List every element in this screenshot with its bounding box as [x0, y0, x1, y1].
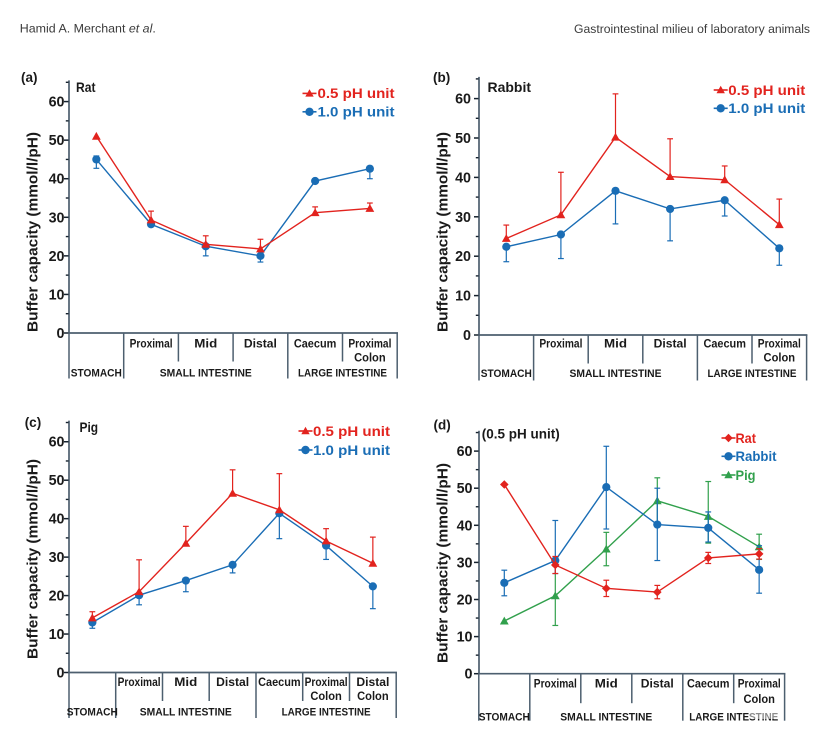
svg-text:50: 50 [457, 481, 473, 497]
svg-text:Proximal: Proximal [118, 675, 161, 689]
svg-text:0: 0 [57, 666, 65, 682]
svg-text:Mid: Mid [174, 675, 197, 689]
svg-text:Mid: Mid [595, 679, 618, 691]
svg-text:SMALL INTESTINE: SMALL INTESTINE [160, 367, 252, 379]
svg-text:1.0 pH unit: 1.0 pH unit [318, 105, 395, 120]
svg-text:Rat: Rat [76, 80, 96, 95]
svg-text:40: 40 [49, 512, 65, 528]
svg-text:Rat: Rat [736, 431, 757, 446]
svg-text:Caecum: Caecum [294, 339, 337, 351]
svg-text:Distal: Distal [356, 675, 389, 689]
svg-text:0: 0 [465, 667, 473, 683]
svg-text:30: 30 [457, 555, 473, 571]
svg-text:Distal: Distal [216, 675, 249, 689]
svg-text:Colon: Colon [310, 689, 342, 703]
svg-text:LARGE INTESTINE: LARGE INTESTINE [298, 367, 387, 379]
svg-text:50: 50 [455, 131, 471, 147]
svg-text:Proximal: Proximal [348, 339, 391, 351]
svg-text:(a): (a) [21, 70, 38, 85]
svg-text:Proximal: Proximal [305, 675, 348, 689]
svg-text:Hamid A. Merchant et al.: Hamid A. Merchant et al. [20, 22, 156, 36]
svg-text:Caecum: Caecum [687, 679, 730, 691]
svg-text:Colon: Colon [743, 694, 775, 706]
svg-text:Buffer capacity (mmol/l/pH): Buffer capacity (mmol/l/pH) [434, 132, 451, 332]
svg-text:Mid: Mid [604, 339, 627, 351]
svg-text:20: 20 [49, 589, 65, 605]
svg-text:20: 20 [455, 249, 471, 265]
svg-text:10: 10 [457, 630, 473, 646]
svg-text:STOMACH: STOMACH [71, 367, 122, 379]
svg-text:Colon: Colon [764, 353, 796, 365]
svg-text:Proximal: Proximal [738, 679, 781, 691]
svg-text:(0.5 pH unit): (0.5 pH unit) [482, 427, 560, 442]
svg-text:Pig: Pig [736, 468, 756, 483]
svg-text:Buffer capacity (mmol/l/pH): Buffer capacity (mmol/l/pH) [24, 459, 41, 659]
svg-text:Colon: Colon [357, 689, 389, 703]
svg-text:0: 0 [463, 328, 471, 344]
svg-text:SMALL INTESTINE: SMALL INTESTINE [560, 711, 652, 723]
svg-text:Distal: Distal [244, 339, 277, 351]
svg-text:30: 30 [455, 210, 471, 226]
svg-text:50: 50 [49, 473, 65, 489]
svg-text:(d): (d) [434, 418, 451, 433]
svg-text:(b): (b) [433, 70, 450, 85]
svg-text:(c): (c) [25, 415, 42, 430]
svg-text:Buffer capacity (mmol/l/pH): Buffer capacity (mmol/l/pH) [24, 132, 41, 332]
svg-text:20: 20 [49, 249, 65, 265]
svg-text:40: 40 [49, 172, 65, 188]
svg-text:Pig: Pig [80, 420, 99, 435]
svg-text:0.5 pH unit: 0.5 pH unit [728, 83, 805, 98]
svg-text:Proximal: Proximal [534, 679, 577, 691]
svg-text:10: 10 [49, 287, 65, 303]
svg-text:50: 50 [49, 133, 65, 149]
svg-text:Rabbit: Rabbit [736, 449, 777, 464]
svg-text:Proximal: Proximal [130, 339, 173, 351]
svg-text:10: 10 [455, 289, 471, 305]
svg-text:30: 30 [49, 210, 65, 226]
svg-text:STOMACH: STOMACH [481, 368, 532, 380]
svg-text:STOMACH: STOMACH [479, 711, 530, 723]
svg-text:0.5 pH unit: 0.5 pH unit [318, 86, 395, 101]
svg-text:Colon: Colon [354, 353, 386, 365]
svg-text:40: 40 [455, 170, 471, 186]
svg-text:60: 60 [49, 95, 65, 111]
svg-text:1.0 pH unit: 1.0 pH unit [313, 443, 390, 458]
svg-text:Rabbit: Rabbit [488, 80, 532, 95]
svg-text:60: 60 [49, 435, 65, 451]
svg-text:1.0 pH unit: 1.0 pH unit [728, 101, 805, 116]
svg-text:Proximal: Proximal [539, 339, 582, 351]
svg-text:40: 40 [457, 518, 473, 534]
svg-text:60: 60 [455, 92, 471, 108]
svg-text:LARGE INTESTINE: LARGE INTESTINE [708, 368, 797, 380]
svg-text:Proximal: Proximal [758, 339, 801, 351]
svg-text:60: 60 [457, 444, 473, 460]
svg-text:LARGE INTESTINE: LARGE INTESTINE [282, 707, 371, 719]
svg-text:30: 30 [49, 550, 65, 566]
svg-text:Distal: Distal [654, 339, 687, 351]
svg-text:Mid: Mid [194, 339, 217, 351]
svg-text:20: 20 [457, 593, 473, 609]
svg-text:Gastrointestinal milieu of lab: Gastrointestinal milieu of laboratory an… [574, 22, 810, 36]
svg-text:STOMACH: STOMACH [67, 707, 118, 719]
svg-text:SMALL INTESTINE: SMALL INTESTINE [570, 368, 662, 380]
svg-text:Buffer capacity (mmol/l/pH): Buffer capacity (mmol/l/pH) [434, 463, 451, 663]
svg-text:0: 0 [57, 326, 65, 342]
svg-text:SMALL INTESTINE: SMALL INTESTINE [140, 707, 232, 719]
svg-text:10: 10 [49, 627, 65, 643]
svg-text:Distal: Distal [641, 679, 674, 691]
svg-text:Caecum: Caecum [258, 675, 301, 689]
svg-text:Caecum: Caecum [703, 339, 746, 351]
svg-text:0.5 pH unit: 0.5 pH unit [313, 424, 390, 439]
